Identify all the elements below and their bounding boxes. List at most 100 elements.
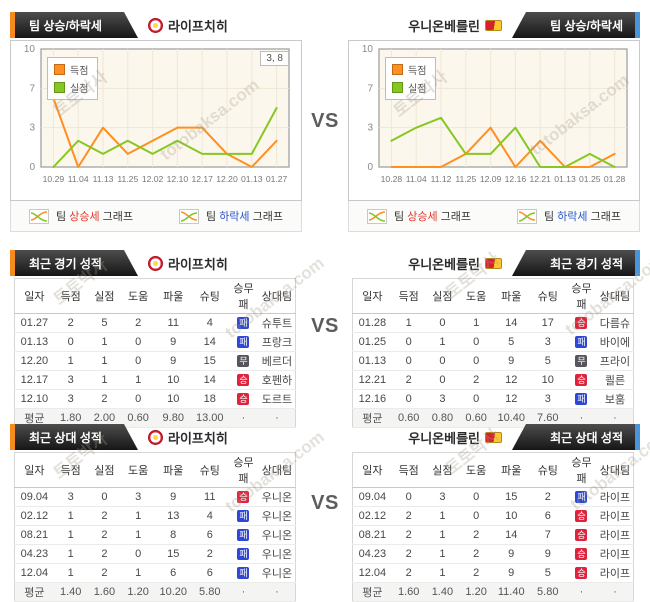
- stat-cell: 6: [529, 506, 567, 526]
- result-cell: 승: [566, 370, 597, 390]
- stat-cell: 5: [529, 563, 567, 583]
- stat-cell: 1: [391, 313, 426, 333]
- stat-cell: 2: [191, 544, 229, 564]
- team-right: 우니온베를린: [398, 250, 512, 276]
- team-right-name: 우니온베를린: [408, 18, 480, 34]
- stat-cell: 12.17: [14, 370, 54, 390]
- stat-cell: 슈투트: [258, 313, 296, 333]
- stat-cell: 1: [121, 370, 155, 390]
- stat-cell: 라이프: [596, 525, 634, 545]
- trend-panel-left: 팀 상승/하락세 라이프치히 0 3 7 10 10.29 11.04 11.13 11.25…: [10, 12, 302, 232]
- stat-cell: 1.60: [391, 582, 426, 602]
- stat-cell: 4: [191, 506, 229, 526]
- stat-cell: 13.00: [191, 408, 229, 428]
- average-row: 평균 1.80 2.00 0.60 9.80 13.00 · ·: [14, 408, 296, 428]
- table-row: 04.23 2 1 2 9 9 승 라이프: [352, 544, 634, 564]
- result-cell: 승: [566, 313, 597, 333]
- table-row: 12.20 1 1 0 9 15 무 베르더: [14, 351, 296, 371]
- stat-cell: 2: [459, 544, 493, 564]
- stat-cell: 2: [391, 506, 426, 526]
- result-cell: 승: [228, 487, 259, 507]
- stat-cell: 보훔: [596, 389, 634, 409]
- column-header: 일자: [14, 278, 54, 314]
- recent-banner-label: 최근 경기 성적: [550, 256, 623, 271]
- result-cell: 패: [228, 313, 259, 333]
- stat-cell: 2: [459, 370, 493, 390]
- stat-cell: ·: [258, 582, 296, 602]
- stat-cell: ·: [566, 582, 597, 602]
- union-logo-icon: [485, 19, 502, 31]
- stat-cell: 10: [154, 370, 192, 390]
- table-row: 12.04 1 2 1 6 6 패 우니온: [14, 563, 296, 583]
- svg-text:12.16: 12.16: [505, 174, 527, 184]
- stat-cell: ·: [596, 582, 634, 602]
- stat-cell: 13: [154, 506, 192, 526]
- stat-cell: ·: [596, 408, 634, 428]
- column-header: 승무패: [566, 278, 597, 314]
- stat-cell: 12: [492, 389, 530, 409]
- stat-cell: 2: [459, 563, 493, 583]
- svg-text:11.04: 11.04: [68, 174, 89, 184]
- average-row: 평균 0.60 0.80 0.60 10.40 7.60 · ·: [352, 408, 634, 428]
- stat-cell: ·: [228, 582, 259, 602]
- stat-cell: 6: [154, 563, 192, 583]
- column-header: 파울: [154, 278, 192, 314]
- stat-cell: 15: [191, 351, 229, 371]
- table-row: 01.25 0 1 0 5 3 패 바이에: [352, 332, 634, 352]
- vs-label-middle: VS: [311, 315, 339, 337]
- stat-cell: 11: [154, 313, 192, 333]
- result-cell: 승: [228, 370, 259, 390]
- trend-legend-fall-label: 팀 하락세 그래프: [544, 211, 621, 223]
- column-header: 일자: [352, 452, 392, 488]
- stat-cell: 2: [53, 313, 88, 333]
- result-cell: 패: [228, 506, 259, 526]
- result-cell: 패: [228, 525, 259, 545]
- column-header: 도움: [459, 452, 493, 488]
- recent-table-left: 일자 득점 실점 도움 파울 슈팅 승무패 상대팀 01.27 2 5 2 11 4 패 슈투트 01.13 0 1…: [14, 278, 296, 428]
- stat-cell: 라이프: [596, 506, 634, 526]
- stat-cell: 9: [492, 351, 530, 371]
- legend-label: 실점: [70, 84, 89, 95]
- stat-cell: 04.23: [14, 544, 54, 564]
- stat-cell: 11: [191, 487, 229, 507]
- team-left-name: 라이프치히: [168, 18, 228, 34]
- h2h-table-left: 일자 득점 실점 도움 파울 슈팅 승무패 상대팀 09.04 3 0 3 9 11 승 우니온 02.12 1 2…: [14, 452, 296, 602]
- h2h-banner-label: 최근 상대 성적: [29, 430, 102, 445]
- result-cell: 패: [566, 332, 597, 352]
- result-cell: 패: [228, 563, 259, 583]
- table-row: 12.04 2 1 2 9 5 승 라이프: [352, 563, 634, 583]
- stat-cell: 08.21: [14, 525, 54, 545]
- stat-cell: 1: [53, 544, 88, 564]
- svg-text:11.04: 11.04: [406, 174, 427, 184]
- team-right: 우니온베를린: [398, 424, 512, 450]
- chart-legend-item: 실점: [54, 80, 88, 95]
- legend-swatch: [392, 64, 403, 75]
- trend-legend-rise: 팀 상승세 그래프: [29, 208, 133, 224]
- stat-cell: 9: [492, 544, 530, 564]
- stat-cell: 1.40: [425, 582, 460, 602]
- result-cell: 무: [228, 351, 259, 371]
- stat-cell: 11.40: [492, 582, 530, 602]
- recent-table-right: 일자 득점 실점 도움 파울 슈팅 승무패 상대팀 01.28 1 0 1 14 17 승 다름슈 01.25 0…: [352, 278, 634, 428]
- column-header: 도움: [121, 452, 155, 488]
- column-header: 상대팀: [258, 452, 296, 488]
- fall-graph-icon: [517, 208, 537, 224]
- trend-legend-bar-right: 팀 상승세 그래프 팀 하락세 그래프: [348, 201, 640, 232]
- trend-banner-right: 팀 상승/하락세: [512, 12, 640, 38]
- column-header: 실점: [87, 278, 122, 314]
- svg-text:01.28: 01.28: [604, 174, 626, 184]
- stat-cell: 평균: [352, 582, 392, 602]
- leipzig-logo-icon: [148, 17, 163, 33]
- stat-cell: 9: [154, 487, 192, 507]
- stat-cell: 평균: [352, 408, 392, 428]
- trend-legend-rise-label: 팀 상승세 그래프: [394, 211, 471, 223]
- union-logo-icon: [485, 257, 502, 269]
- result-badge: 승: [575, 567, 588, 580]
- stat-cell: 0: [459, 389, 493, 409]
- stat-cell: 프랑크: [258, 332, 296, 352]
- stat-cell: 7: [529, 525, 567, 545]
- leipzig-logo-icon: [148, 255, 163, 271]
- team-left-name: 라이프치히: [168, 430, 228, 446]
- stat-cell: 14: [492, 313, 530, 333]
- stat-cell: 2: [459, 525, 493, 545]
